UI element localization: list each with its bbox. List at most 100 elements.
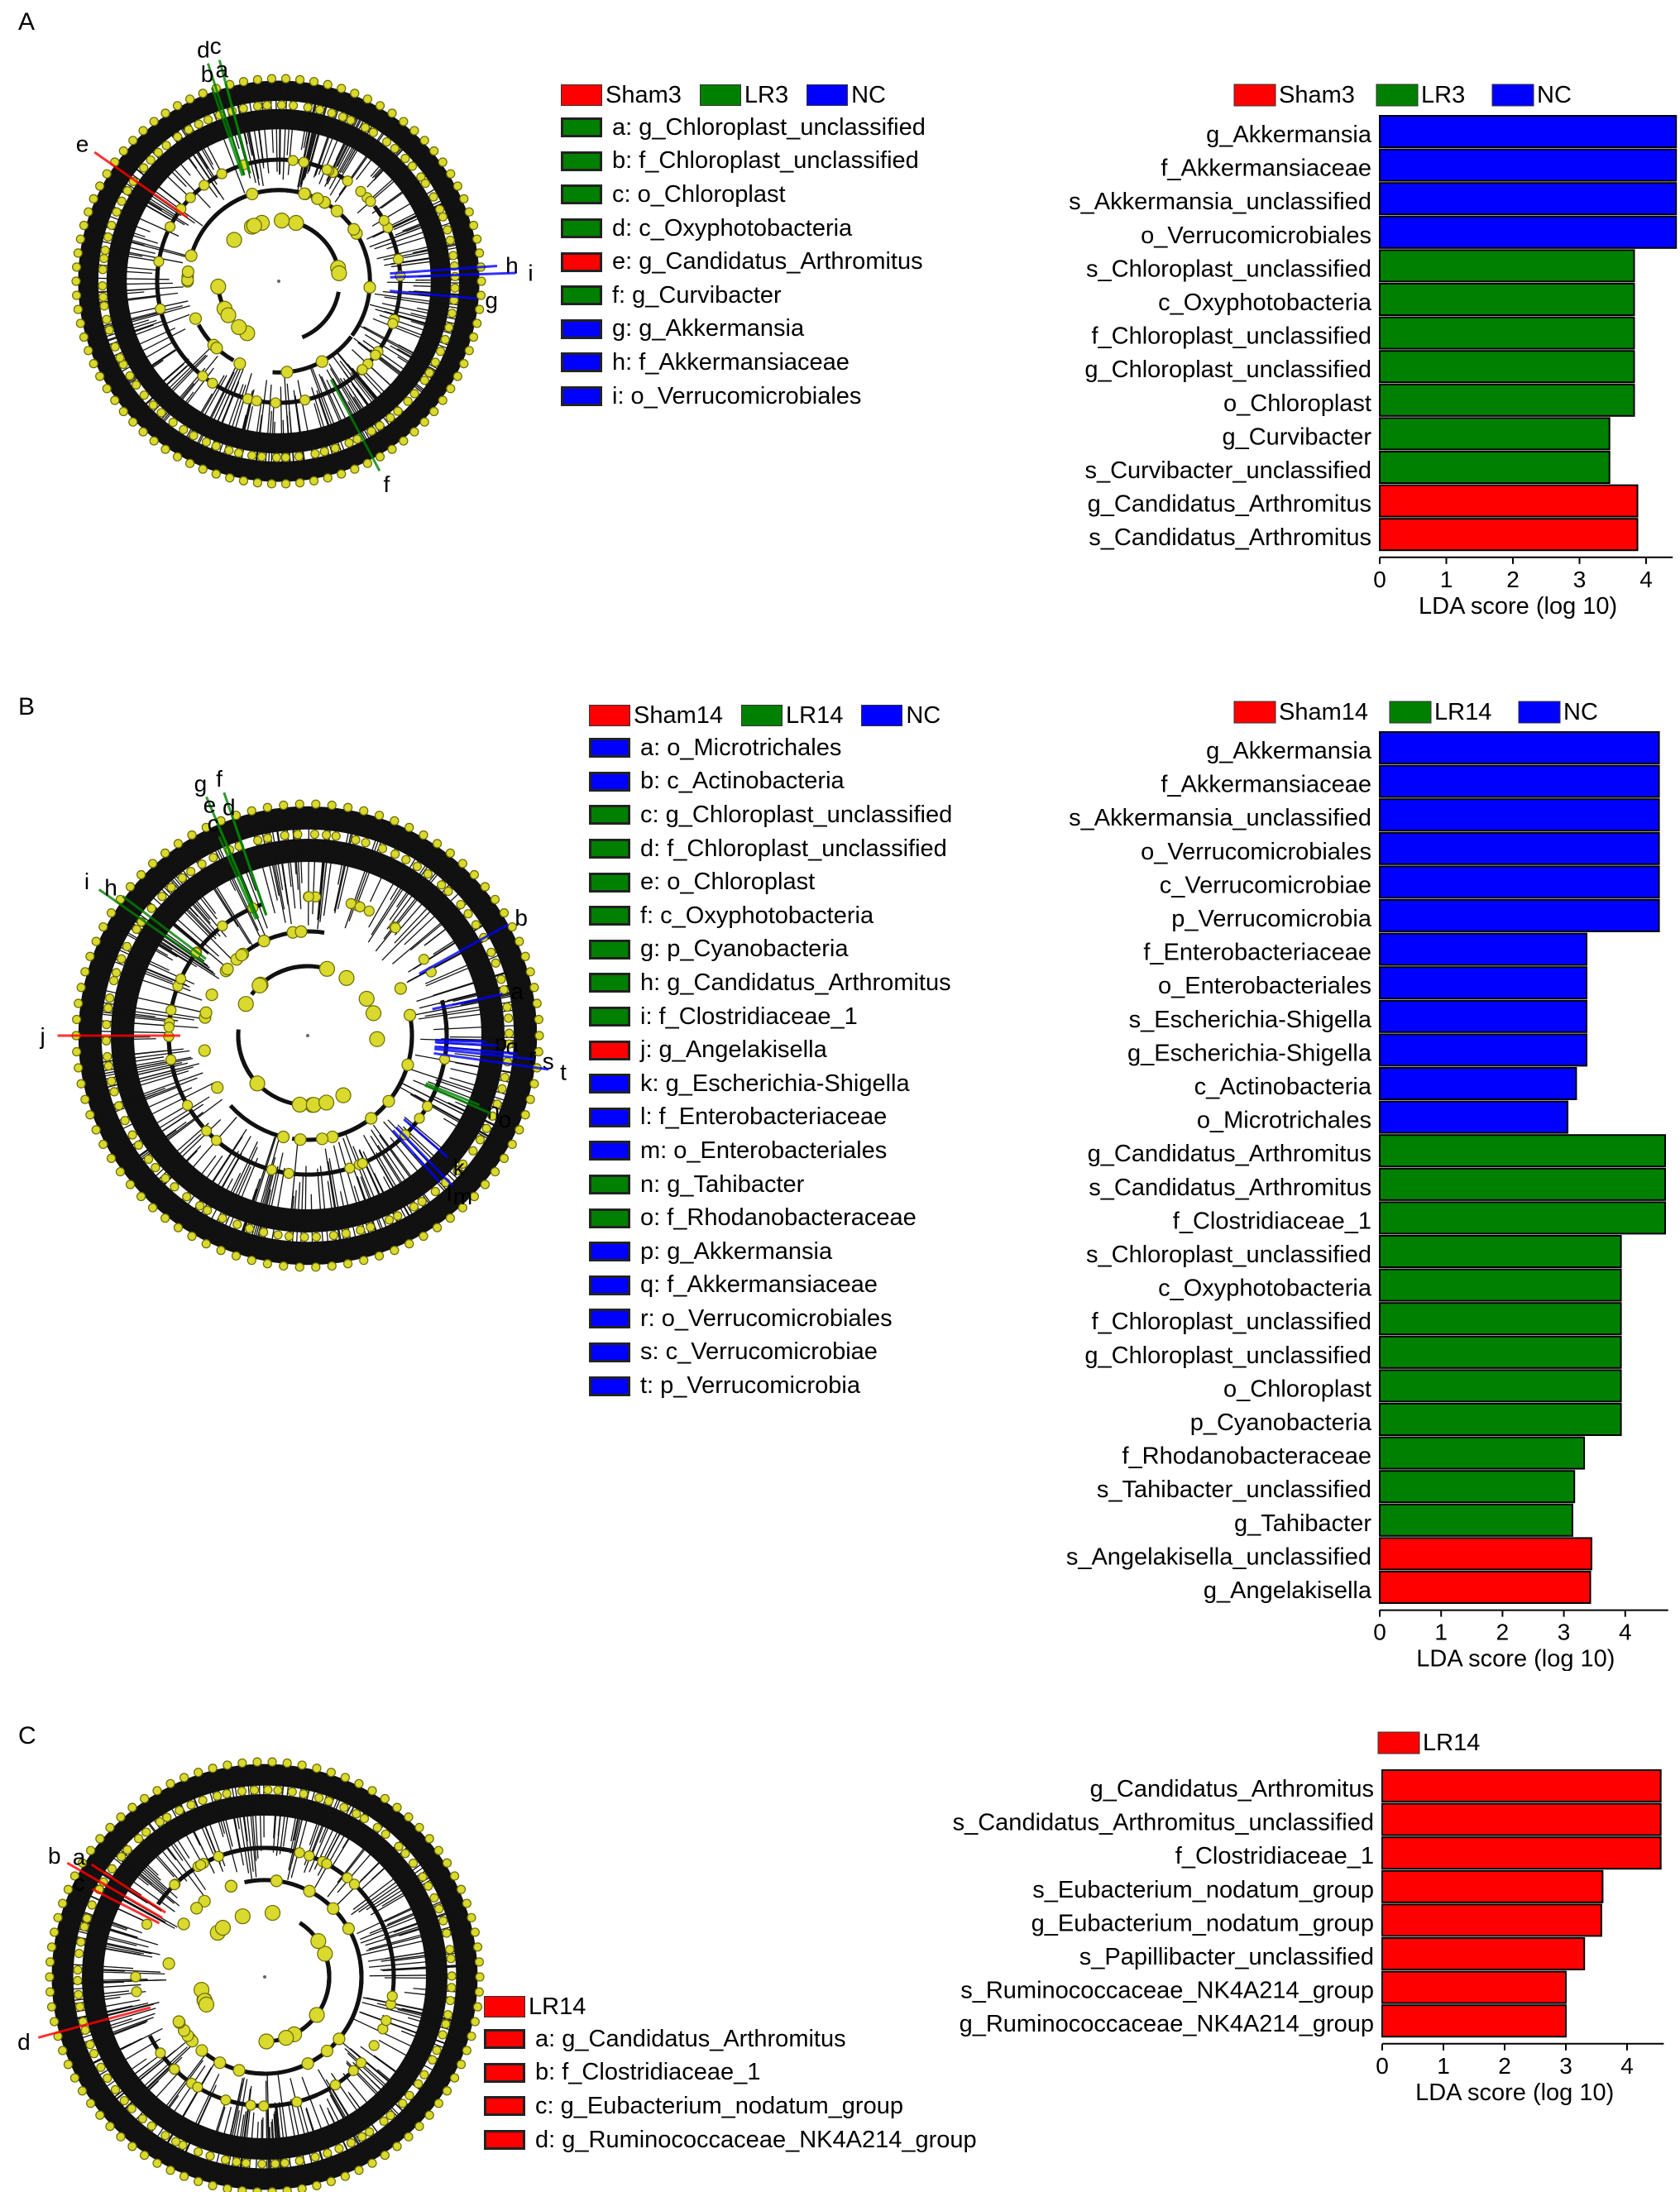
category-label: f_Akkermansiaceae [1161, 156, 1371, 182]
legend-item: i: f_Clostridiaceae_1 [589, 1000, 959, 1034]
legend-item: j: g_Angelakisella [589, 1033, 959, 1067]
legend-item-label: f: c_Oxyphotobacteria [640, 902, 874, 930]
bar [1380, 934, 1587, 965]
x-tick-label: 1 [1440, 567, 1453, 592]
legend-item-label: c: o_Chloroplast [612, 181, 786, 208]
bar [1380, 116, 1676, 147]
category-label: g_Chloroplast_unclassified [1084, 1342, 1371, 1369]
x-axis-label: LDA score (log 10) [1419, 593, 1617, 620]
legend-item-label: o: f_Rhodanobacteraceae [640, 1204, 917, 1232]
legend-swatch [589, 1007, 630, 1027]
legend-item: i: o_Verrucomicrobiales [561, 380, 926, 414]
category-label: o_Chloroplast [1223, 390, 1371, 417]
bar [1380, 866, 1659, 897]
legend-group-label: Sham3 [605, 82, 682, 109]
clade-label: c [73, 1870, 84, 1896]
legend-swatch [589, 1342, 630, 1362]
legend-item: h: f_Akkermansiaceae [561, 346, 926, 380]
legend-swatch [589, 973, 630, 993]
x-tick-label: 3 [1559, 2053, 1572, 2079]
legend-item: a: g_Chloroplast_unclassified [561, 111, 926, 145]
category-label: g_Akkermansia [1206, 122, 1372, 148]
legend-item-label: l: f_Enterobacteriaceae [640, 1103, 887, 1131]
clade-label: a [216, 57, 229, 83]
category-label: o_Microtrichales [1197, 1108, 1371, 1134]
clade-label: t [560, 1059, 567, 1084]
legend-swatch [589, 839, 630, 859]
bar [1380, 1236, 1621, 1267]
category-label: p_Verrucomicrobia [1171, 906, 1372, 932]
legend-swatch [806, 84, 848, 106]
bar [1380, 799, 1659, 830]
clade-label: d [17, 2029, 31, 2055]
legend-item-label: n: g_Tahibacter [640, 1171, 804, 1199]
legend-item-label: m: o_Enterobacteriales [640, 1137, 887, 1165]
clade-label: i [528, 260, 533, 285]
legend-swatch [1234, 84, 1276, 106]
category-label: s_Candidatus_Arthromitus_unclassified [953, 1810, 1374, 1836]
legend-swatch [589, 1275, 630, 1295]
legend-swatch [1378, 1732, 1419, 1754]
legend-swatch [1376, 84, 1418, 106]
legend-item: c: o_Chloroplast [561, 178, 926, 212]
legend-item-label: h: g_Candidatus_Arthromitus [640, 969, 951, 997]
legend-swatch [700, 84, 741, 106]
category-label: o_Enterobacteriales [1158, 973, 1371, 999]
bar [1380, 519, 1638, 550]
legend-item: s: c_Verrucomicrobiae [589, 1336, 959, 1370]
bar [1380, 1135, 1665, 1166]
bar [1380, 1538, 1591, 1569]
legend-swatch [561, 218, 602, 238]
clade-label: k [453, 1155, 466, 1180]
bar [1380, 150, 1676, 181]
legend-item-label: b: c_Actinobacteria [640, 768, 845, 795]
bar [1380, 250, 1635, 281]
bar [1382, 1770, 1661, 1802]
bar [1382, 1904, 1601, 1936]
bar [1382, 1972, 1566, 2003]
x-tick-label: 0 [1373, 1620, 1386, 1645]
bar [1380, 418, 1610, 449]
bar [1380, 1505, 1572, 1536]
legend-swatch [589, 1242, 630, 1261]
legend-item: q: f_Akkermansiaceae [589, 1269, 959, 1303]
legend-swatch [1492, 84, 1534, 106]
bar [1380, 900, 1659, 931]
legend-item-label: j: g_Angelakisella [640, 1036, 827, 1064]
category-label: s_Akkermansia_unclassified [1069, 805, 1371, 831]
bar [1382, 1871, 1602, 1902]
category-label: g_Escherichia-Shigella [1127, 1040, 1372, 1066]
legend-item-label: d: f_Chloroplast_unclassified [640, 835, 947, 863]
legend-item-label: e: o_Chloroplast [640, 869, 815, 896]
legend-swatch [561, 352, 602, 372]
category-label: s_Curvibacter_unclassified [1084, 457, 1371, 484]
legend-item: r: o_Verrucomicrobiales [589, 1302, 959, 1336]
legend-item: l: f_Enterobacteriaceae [589, 1101, 959, 1135]
bar [1380, 284, 1635, 315]
legend-item: b: f_Chloroplast_unclassified [561, 145, 926, 179]
category-label: c_Verrucomicrobiae [1160, 872, 1371, 898]
category-label: c_Oxyphotobacteria [1158, 290, 1372, 316]
x-tick-label: 4 [1620, 2053, 1634, 2079]
legend-swatch [589, 906, 630, 926]
category-label: c_Oxyphotobacteria [1158, 1275, 1372, 1302]
legend-item-label: c: g_Chloroplast_unclassified [640, 802, 952, 829]
legend-label: Sham3 [1279, 82, 1355, 108]
x-tick-label: 1 [1434, 1620, 1448, 1645]
category-label: f_Akkermansiaceae [1161, 772, 1371, 798]
bar [1380, 1068, 1576, 1099]
category-label: g_Akkermansia [1206, 738, 1372, 764]
bar [1380, 1572, 1591, 1603]
bar [1380, 1370, 1621, 1401]
legend-swatch [589, 1376, 630, 1396]
legend-swatch [484, 1996, 525, 2017]
category-label: f_Chloroplast_unclassified [1091, 323, 1371, 350]
category-label: g_Candidatus_Arthromitus [1088, 1141, 1371, 1167]
legend-swatch [589, 1074, 630, 1094]
clade-label: f [216, 766, 223, 792]
lda-bar-chart-panel-c: LR14g_Candidatus_Arthromituss_Candidatus… [844, 1725, 1679, 2122]
